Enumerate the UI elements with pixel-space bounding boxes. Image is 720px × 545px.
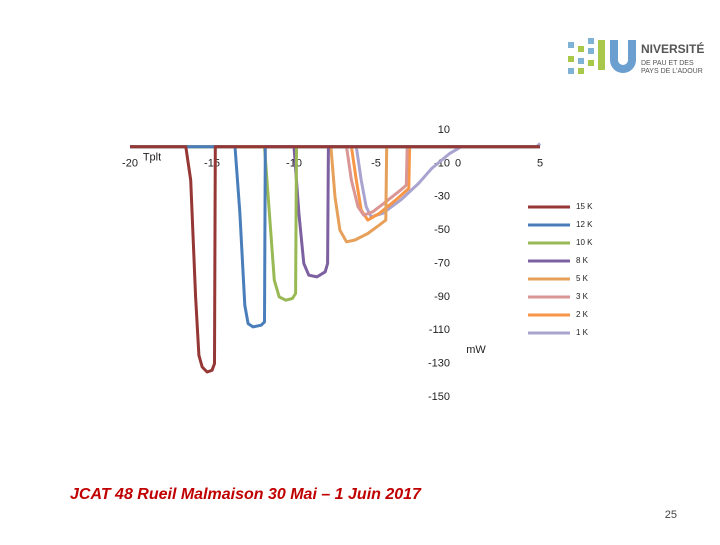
legend-label: 8 K xyxy=(576,256,589,265)
y-tick-label: 10 xyxy=(438,124,450,136)
series-line xyxy=(130,145,540,302)
legend-label: 10 K xyxy=(576,238,593,247)
logo-square xyxy=(588,48,594,54)
logo-square xyxy=(568,68,574,74)
series-line xyxy=(130,145,540,217)
x-tick-label: -15 xyxy=(204,158,220,170)
y-axis-title: mW xyxy=(466,344,486,356)
legend-label: 5 K xyxy=(576,274,589,283)
plot: 10-10-30-50-70-90-110-130-150-20 -15 -10 -5… xyxy=(122,124,593,403)
legend-label: 12 K xyxy=(576,220,593,229)
logo-square xyxy=(568,56,574,62)
x-tick-label: 5 xyxy=(537,158,543,170)
logo-square xyxy=(578,46,584,52)
logo: NIVERSITÉ DE PAU ET DES PAYS DE L'ADOUR xyxy=(568,38,704,75)
logo-square xyxy=(588,60,594,66)
logo-line: DE PAU ET DES xyxy=(641,60,694,67)
series-line xyxy=(130,145,540,329)
page-number: 25 xyxy=(665,509,677,521)
series-line xyxy=(130,145,540,222)
legend-label: 15 K xyxy=(576,202,593,211)
logo-u xyxy=(610,40,636,73)
logo-square xyxy=(588,38,594,44)
x-tick-label: 0 xyxy=(455,158,461,170)
x-axis-title: Tplt xyxy=(143,152,161,164)
logo-line: PAYS DE L'ADOUR xyxy=(641,68,703,75)
logo-square xyxy=(578,58,584,64)
legend-label: 2 K xyxy=(576,310,589,319)
logo-square xyxy=(578,68,584,74)
legend-label: 3 K xyxy=(576,292,589,301)
logo-name: NIVERSITÉ xyxy=(641,41,704,56)
y-tick-label: -50 xyxy=(434,224,450,236)
y-tick-label: -90 xyxy=(434,291,450,303)
y-tick-label: -110 xyxy=(429,324,450,336)
legend-label: 1 K xyxy=(576,328,589,337)
series-line xyxy=(130,145,540,244)
y-tick-label: -150 xyxy=(428,391,450,403)
logo-bar xyxy=(598,40,605,70)
y-tick-label: -70 xyxy=(434,257,450,269)
logo-square xyxy=(568,42,574,48)
y-tick-label: -130 xyxy=(428,358,450,370)
x-tick-label: -5 xyxy=(371,158,381,170)
y-tick-label: -10 xyxy=(434,157,450,169)
footer: JCAT 48 Rueil Malmaison 30 Mai – 1 Juin … xyxy=(70,486,422,503)
y-tick-label: -30 xyxy=(434,191,450,203)
x-tick-label: -20 xyxy=(122,158,138,170)
series-line xyxy=(130,145,540,374)
